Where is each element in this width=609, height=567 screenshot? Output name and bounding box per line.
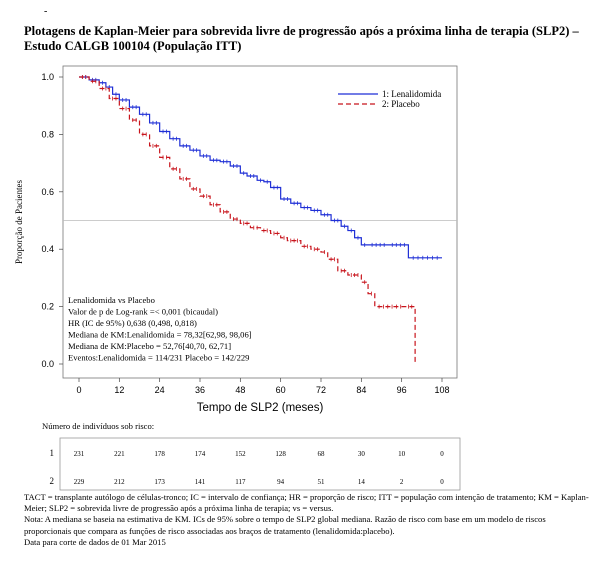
risk-cell: 94 [277, 478, 285, 486]
x-tick-label: 72 [316, 385, 326, 395]
risk-cell: 0 [440, 478, 444, 486]
page-title: Plotagens de Kaplan-Meier para sobrevida… [24, 24, 579, 53]
x-axis-label: Tempo de SLP2 (meses) [197, 402, 324, 414]
y-tick-label: 0.6 [41, 187, 54, 197]
risk-cell: 212 [114, 478, 125, 486]
stats-annotation-line: HR (IC de 95%) 0,638 (0,498, 0,818) [68, 318, 197, 328]
dash-mark: - [44, 6, 48, 17]
stats-annotation-line: Valor de p de Log-rank =< 0,001 (bicauda… [68, 307, 218, 317]
risk-cell: 178 [154, 450, 165, 458]
legend-label-1: 1: Lenalidomida [382, 89, 441, 99]
footnote-abbreviations: TACT = transplante autólogo de células-t… [24, 492, 589, 514]
risk-row-label: 1 [50, 448, 55, 458]
risk-cell: 128 [275, 450, 286, 458]
y-tick-label: 0.8 [41, 129, 54, 139]
risk-cell: 30 [358, 450, 366, 458]
x-tick-label: 12 [114, 385, 124, 395]
y-axis-label: Proporção de Pacientes [14, 180, 24, 264]
x-tick-label: 96 [397, 385, 407, 395]
risk-row-label: 2 [50, 476, 55, 486]
x-tick-label: 36 [195, 385, 205, 395]
risk-cell: 10 [398, 450, 406, 458]
footnotes: TACT = transplante autólogo de células-t… [24, 492, 594, 548]
x-tick-label: 48 [235, 385, 245, 395]
x-tick-label: 108 [434, 385, 449, 395]
series-line-1 [79, 76, 442, 259]
risk-cell: 51 [318, 478, 326, 486]
risk-cell: 0 [440, 450, 444, 458]
footnote-cutoff-date: Data para corte de dados de 01 Mar 2015 [24, 536, 166, 547]
stats-annotation-line: Lenalidomida vs Placebo [68, 295, 155, 305]
risk-cell: 173 [154, 478, 165, 486]
stats-annotation-line: Mediana de KM:Placebo = 52,76[40,70, 62,… [68, 341, 231, 351]
plot-border [62, 65, 458, 379]
risk-cell: 229 [74, 478, 85, 486]
risk-cell: 117 [235, 478, 246, 486]
risk-cell: 2 [400, 478, 404, 486]
footnote-note: Nota: A mediana se baseia na estimativa … [24, 514, 546, 536]
x-tick-label: 24 [155, 385, 165, 395]
stats-annotation-line: Mediana de KM:Lenalidomida = 78,32[62,98… [68, 330, 252, 340]
x-tick-label: 0 [76, 385, 81, 395]
stats-annotation-line: Eventos:Lenalidomida = 114/231 Placebo =… [68, 353, 249, 363]
y-tick-label: 0.4 [41, 244, 54, 254]
risk-cell: 221 [114, 450, 125, 458]
x-tick-label: 60 [276, 385, 286, 395]
y-tick-label: 1.0 [41, 72, 54, 82]
risk-cell: 68 [318, 450, 326, 458]
risk-cell: 231 [74, 450, 85, 458]
risk-table-border [59, 437, 461, 491]
x-tick-label: 84 [356, 385, 366, 395]
y-tick-label: 0.2 [41, 302, 54, 312]
y-tick-label: 0.0 [41, 359, 54, 369]
legend-label-2: 2: Placebo [382, 99, 420, 109]
risk-cell: 152 [235, 450, 246, 458]
risk-cell: 14 [358, 478, 366, 486]
risk-cell: 141 [195, 478, 206, 486]
risk-cell: 174 [195, 450, 206, 458]
risk-table-title: Número de indivíduos sob risco: [42, 421, 154, 431]
